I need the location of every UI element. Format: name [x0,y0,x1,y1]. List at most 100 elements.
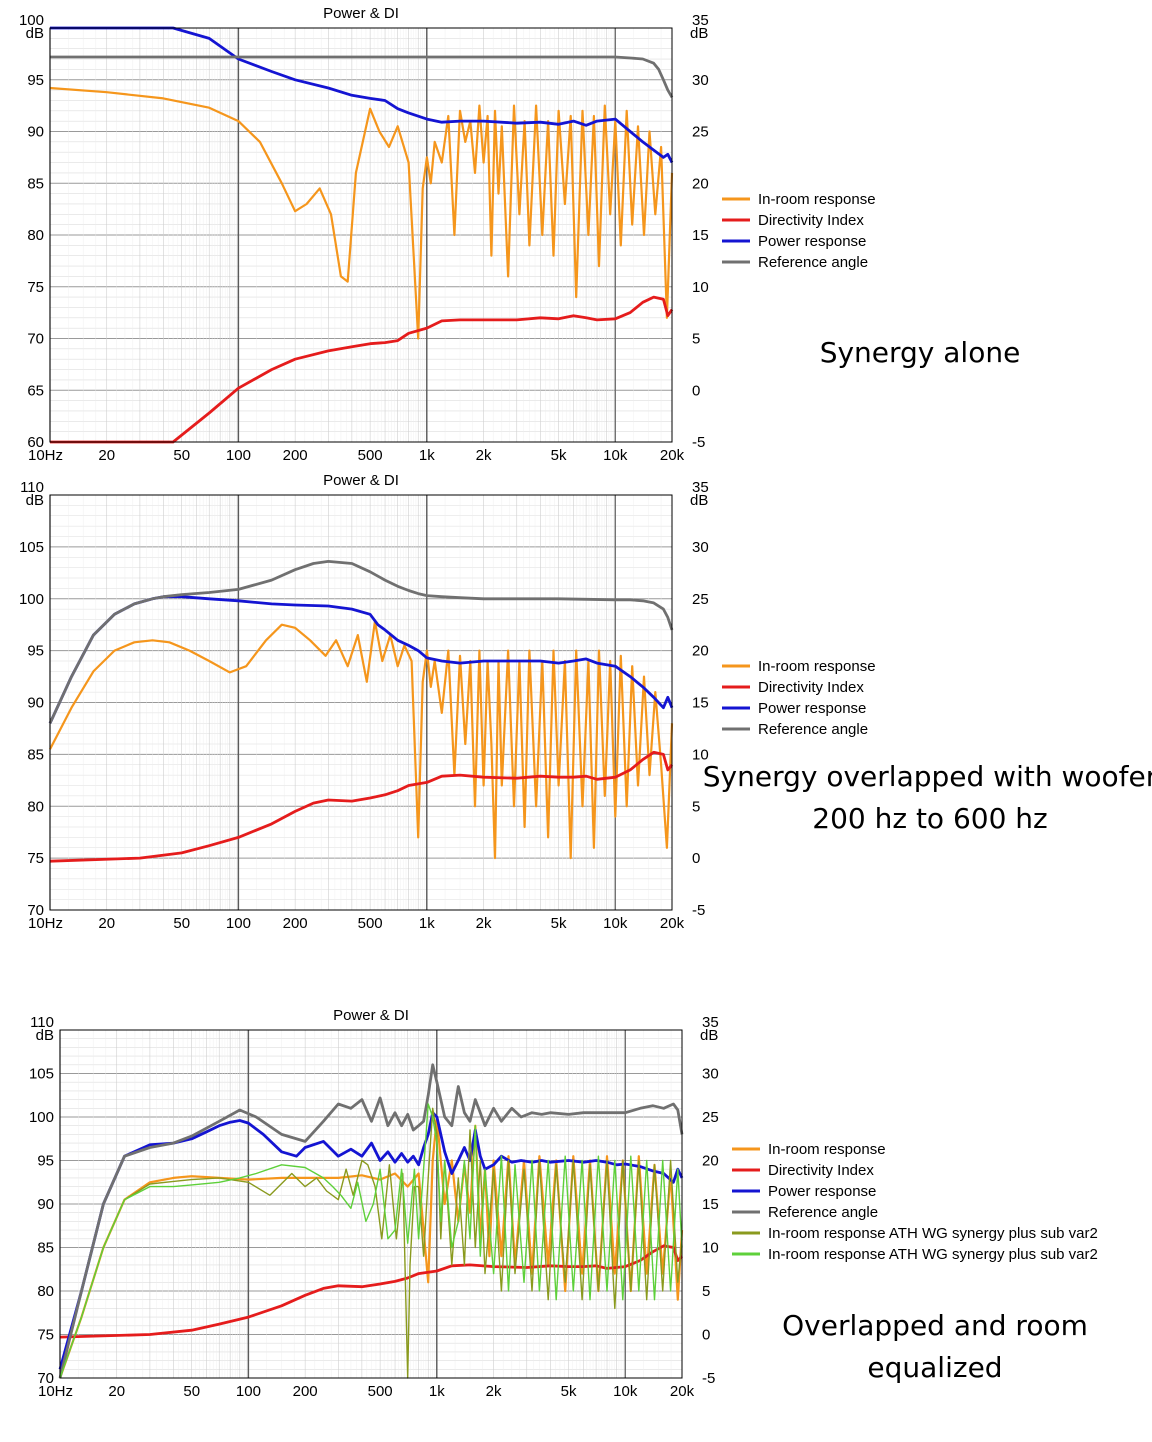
legend: In-room response Directivity Index Power r… [722,191,876,271]
y-right-tick-label: 5 [692,331,700,348]
chart-2: Power & DI707580859095100105110dB-505101… [19,472,876,932]
y-right-tick-label: 15 [692,227,709,244]
y-right-unit: dB [700,1027,718,1044]
grid [49,27,673,443]
y-right-tick-label: -5 [702,1370,715,1387]
y-right-tick-label: 10 [692,279,709,296]
y-right-tick-label: 35 [692,12,709,29]
series-group [48,560,674,863]
legend-label: Reference angle [768,1204,878,1221]
y-right-tick-label: 5 [692,798,700,815]
y-left-tick-label: 90 [27,695,44,712]
legend-label: Reference angle [758,721,868,738]
legend-label: In-room response [758,658,876,675]
legend-label: Directivity Index [768,1162,874,1179]
x-tick-label: 1k [419,915,435,932]
y-right-tick-label: 30 [692,72,709,89]
caption-overlapped-equalized: Overlapped and room equalized [782,1309,1088,1384]
x-tick-label: 50 [173,915,190,932]
x-tick-label: 10k [603,447,628,464]
x-tick-label: 10Hz [28,447,63,464]
y-left-tick-label: 110 [30,1014,54,1031]
legend-label: In-room response [758,191,876,208]
legend: In-room response Directivity Index Power r… [732,1141,1098,1263]
x-tick-label: 2k [486,1383,502,1400]
y-left-tick-label: 70 [27,902,44,919]
y-left-tick-label: 60 [27,434,44,451]
x-tick-label: 50 [173,447,190,464]
chart-title: Power & DI [323,472,399,489]
x-tick-label: 2k [476,915,492,932]
y-left-tick-label: 85 [37,1240,54,1257]
y-left-tick-label: 80 [37,1283,54,1300]
y-left-tick-label: 75 [27,279,44,296]
x-tick-label: 20k [670,1383,695,1400]
y-left-tick-label: 100 [19,12,44,29]
y-left-unit: dB [26,492,44,509]
series-group [49,26,674,444]
x-tick-label: 20 [108,1383,125,1400]
legend-label: Power response [758,700,866,717]
y-left-tick-label: 80 [27,798,44,815]
y-left-tick-label: 90 [37,1196,54,1213]
x-tick-label: 5k [551,447,567,464]
y-right-tick-label: 30 [692,539,709,556]
y-left-tick-label: 85 [27,746,44,763]
legend-label: Directivity Index [758,679,864,696]
y-right-tick-label: 25 [692,124,709,141]
y-right-tick-label: 0 [692,850,700,867]
x-tick-label: 100 [236,1383,261,1400]
series-ath_b-line [59,1103,683,1379]
y-left-tick-label: 105 [29,1066,54,1083]
x-tick-label: 100 [226,447,251,464]
y-left-tick-label: 100 [19,591,44,608]
y-left-tick-label: 70 [27,331,44,348]
y-right-tick-label: -5 [692,434,705,451]
chart-1: Power & DI6065707580859095100dB-50510152… [19,5,876,464]
plot-frame [59,1029,683,1379]
y-left-tick-label: 85 [27,175,44,192]
legend-label: Power response [768,1183,876,1200]
x-tick-label: 1k [419,447,435,464]
legend-label: Reference angle [758,254,868,271]
y-right-tick-label: -5 [692,902,705,919]
series-reference-line [48,560,674,724]
chart-3: Power & DI707580859095100105110dB-505101… [29,1007,1098,1400]
chart-title: Power & DI [333,1007,409,1024]
x-tick-label: 10k [613,1383,638,1400]
y-left-unit: dB [36,1027,54,1044]
series-power-line [50,26,674,164]
legend-label: In-room response ATH WG synergy plus sub… [768,1246,1098,1263]
x-tick-label: 20k [660,447,685,464]
y-right-tick-label: 0 [692,382,700,399]
legend-label: Power response [758,233,866,250]
legend-label: Directivity Index [758,212,864,229]
x-tick-label: 5k [551,915,567,932]
y-left-tick-label: 95 [27,643,44,660]
grid [59,1029,683,1379]
x-tick-label: 500 [358,447,383,464]
x-tick-label: 10Hz [28,915,63,932]
y-right-tick-label: 10 [692,746,709,763]
x-tick-label: 1k [429,1383,445,1400]
series-in_room-line [49,620,674,860]
y-right-tick-label: 35 [702,1014,719,1031]
y-right-tick-label: 25 [702,1109,719,1126]
y-left-tick-label: 70 [37,1370,54,1387]
x-tick-label: 20 [98,915,115,932]
y-left-tick-label: 80 [27,227,44,244]
series-reference-line [50,55,674,99]
y-right-tick-label: 20 [692,175,709,192]
y-left-tick-label: 65 [27,382,44,399]
y-left-tick-label: 105 [19,539,44,556]
x-tick-label: 5k [561,1383,577,1400]
y-left-tick-label: 95 [27,72,44,89]
y-left-tick-label: 95 [37,1153,54,1170]
x-tick-label: 2k [476,447,492,464]
y-right-tick-label: 30 [702,1066,719,1083]
y-right-tick-label: 25 [692,591,709,608]
y-right-tick-label: 20 [702,1153,719,1170]
chart-title: Power & DI [323,5,399,22]
series-di-line [49,750,674,863]
